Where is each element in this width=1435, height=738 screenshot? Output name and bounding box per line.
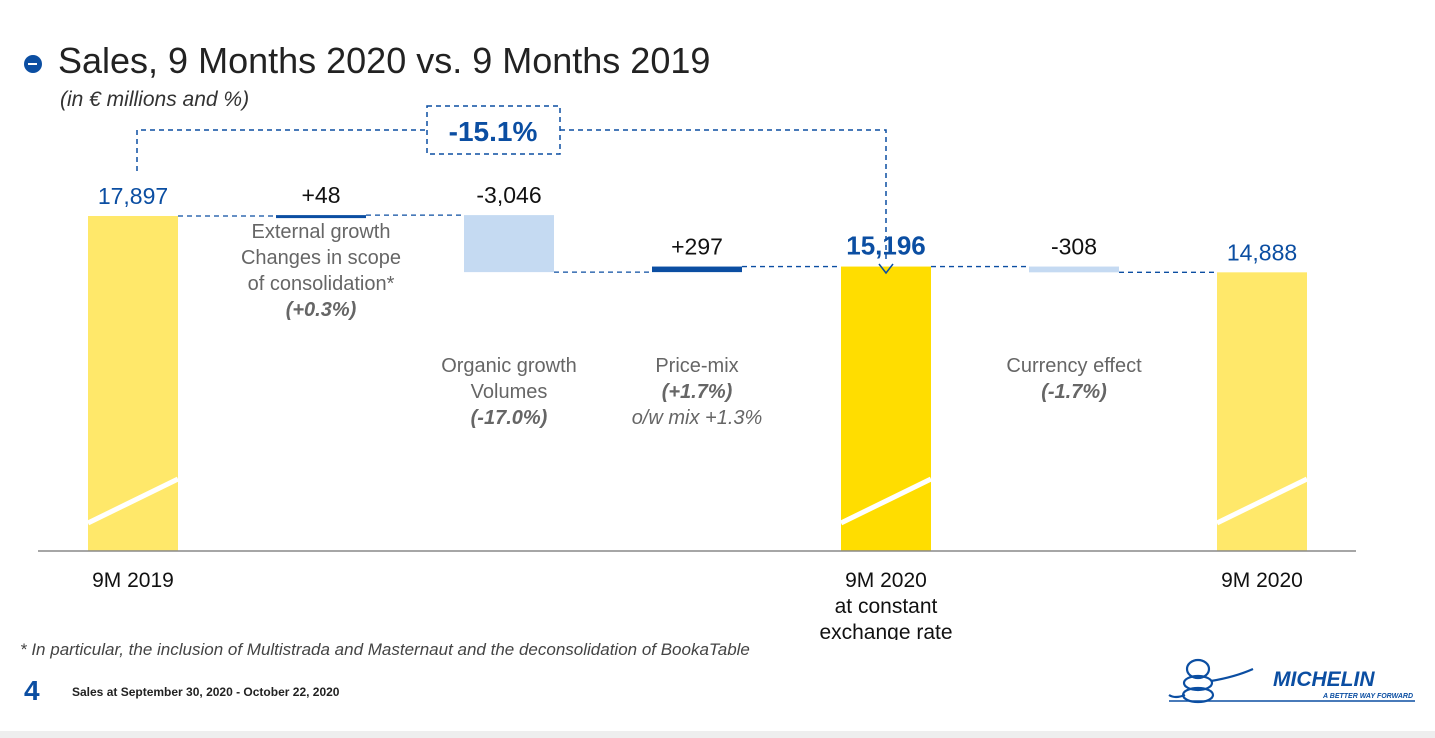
x-tick-label: 9M 2020 [845, 569, 927, 592]
bar-total [88, 216, 178, 551]
bar-break-mark [86, 476, 180, 526]
bar-note: Organic growth [441, 355, 577, 377]
x-tick-label: at constant [835, 595, 938, 618]
value-label: 14,888 [1227, 239, 1297, 265]
bar-note: Currency effect [1006, 355, 1142, 377]
bar-note: (+1.7%) [662, 381, 733, 403]
bar-decrease [464, 215, 554, 273]
bar-note: Changes in scope [241, 247, 401, 269]
bar-total [1217, 272, 1307, 551]
change-box [426, 105, 561, 155]
bar-decrease [1029, 266, 1119, 273]
value-label: -308 [1051, 234, 1097, 260]
logo-brand: MICHELIN [1273, 668, 1375, 691]
footer-text: Sales at September 30, 2020 - October 22… [72, 685, 340, 699]
bar-note: (-17.0%) [471, 407, 548, 429]
bottom-band [0, 731, 1435, 738]
page-number: 4 [24, 675, 40, 706]
bar-note: Volumes [471, 381, 548, 403]
bar-break-mark [1215, 476, 1309, 526]
change-bracket-line [136, 129, 887, 262]
footnote: * In particular, the inclusion of Multis… [20, 640, 750, 659]
value-label: 17,897 [98, 183, 168, 209]
logo-tagline: A BETTER WAY FORWARD [1322, 693, 1413, 700]
x-tick-label: exchange rate [819, 621, 952, 640]
arrow-down-icon [878, 263, 894, 275]
bar-increase [652, 266, 742, 273]
michelin-logo: MICHELIN A BETTER WAY FORWARD [1165, 655, 1420, 715]
value-label: +297 [671, 234, 723, 260]
value-label: -3,046 [476, 182, 541, 208]
bar-note: o/w mix +1.3% [632, 407, 763, 429]
bar-note: (+0.3%) [286, 299, 357, 321]
title-row: Sales, 9 Months 2020 vs. 9 Months 2019 [24, 40, 710, 82]
x-tick-label: 9M 2019 [92, 569, 174, 592]
bar-increase [276, 215, 366, 219]
slide-subtitle: (in € millions and %) [60, 88, 250, 111]
bar-note: Price-mix [655, 355, 738, 377]
slide-title: Sales, 9 Months 2020 vs. 9 Months 2019 [58, 40, 711, 81]
bar-note: of consolidation* [248, 273, 395, 295]
value-label: +48 [301, 182, 340, 208]
bar-note: (-1.7%) [1041, 381, 1107, 403]
x-tick-label: 9M 2020 [1221, 569, 1303, 592]
overall-change-label: -15.1% [449, 116, 538, 147]
bar-break-mark [839, 476, 933, 526]
bar-note: External growth [252, 221, 391, 243]
michelin-bibendum-icon: MICHELIN A BETTER WAY FORWARD [1168, 658, 1415, 704]
bar-total [841, 266, 931, 551]
bullet-arrow-icon [24, 55, 42, 73]
